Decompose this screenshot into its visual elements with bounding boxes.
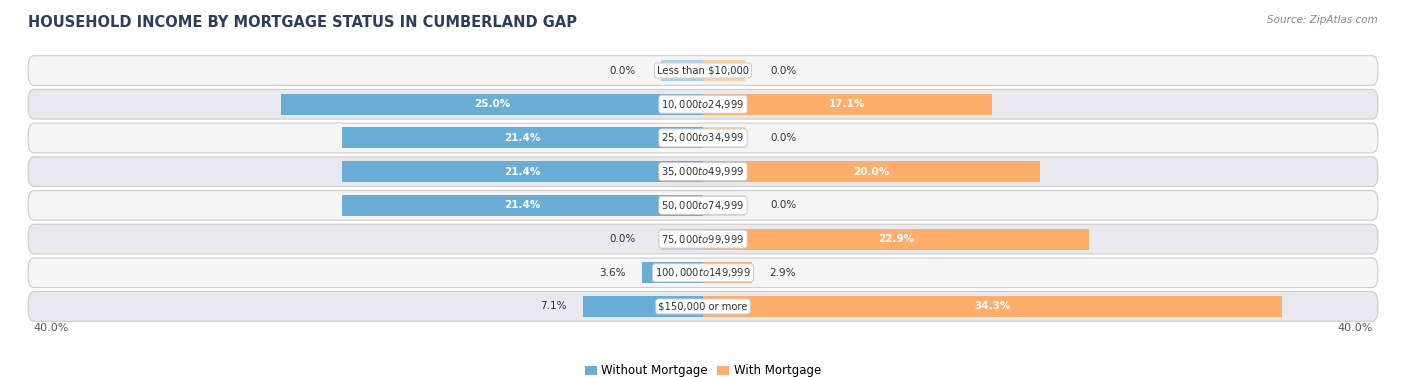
Text: 21.4%: 21.4% [505, 200, 541, 210]
Text: 21.4%: 21.4% [505, 167, 541, 177]
Legend: Without Mortgage, With Mortgage: Without Mortgage, With Mortgage [585, 365, 821, 377]
Text: $35,000 to $49,999: $35,000 to $49,999 [661, 165, 745, 178]
Text: 21.4%: 21.4% [505, 133, 541, 143]
FancyBboxPatch shape [28, 190, 1378, 220]
FancyBboxPatch shape [28, 224, 1378, 254]
Text: $100,000 to $149,999: $100,000 to $149,999 [655, 266, 751, 279]
Bar [703, 94, 991, 115]
Bar [342, 127, 703, 149]
Text: 0.0%: 0.0% [609, 66, 636, 75]
FancyBboxPatch shape [28, 292, 1378, 321]
FancyBboxPatch shape [28, 123, 1378, 153]
Text: HOUSEHOLD INCOME BY MORTGAGE STATUS IN CUMBERLAND GAP: HOUSEHOLD INCOME BY MORTGAGE STATUS IN C… [28, 15, 576, 30]
Bar [703, 296, 1282, 317]
Bar [583, 296, 703, 317]
Text: $75,000 to $99,999: $75,000 to $99,999 [661, 233, 745, 245]
Text: 34.3%: 34.3% [974, 302, 1011, 311]
Text: Source: ZipAtlas.com: Source: ZipAtlas.com [1267, 15, 1378, 25]
Bar [703, 262, 752, 283]
Text: 3.6%: 3.6% [599, 268, 626, 278]
FancyBboxPatch shape [28, 89, 1378, 119]
Text: 25.0%: 25.0% [474, 99, 510, 109]
Text: Less than $10,000: Less than $10,000 [657, 66, 749, 75]
FancyBboxPatch shape [28, 157, 1378, 187]
Bar [703, 127, 745, 149]
Bar [703, 195, 745, 216]
Bar [342, 195, 703, 216]
FancyBboxPatch shape [28, 258, 1378, 288]
Text: $10,000 to $24,999: $10,000 to $24,999 [661, 98, 745, 111]
Text: 20.0%: 20.0% [853, 167, 890, 177]
Text: 22.9%: 22.9% [879, 234, 914, 244]
FancyBboxPatch shape [28, 56, 1378, 85]
Text: $150,000 or more: $150,000 or more [658, 302, 748, 311]
Bar [342, 161, 703, 182]
Text: 17.1%: 17.1% [830, 99, 866, 109]
Text: 40.0%: 40.0% [34, 323, 69, 333]
Text: $50,000 to $74,999: $50,000 to $74,999 [661, 199, 745, 212]
Text: 0.0%: 0.0% [609, 234, 636, 244]
Text: 7.1%: 7.1% [540, 302, 567, 311]
Bar [703, 60, 745, 81]
Text: 0.0%: 0.0% [770, 66, 797, 75]
Text: $25,000 to $34,999: $25,000 to $34,999 [661, 132, 745, 144]
Bar [643, 262, 703, 283]
Text: 0.0%: 0.0% [770, 133, 797, 143]
Bar [661, 228, 703, 250]
Bar [703, 161, 1040, 182]
Bar [281, 94, 703, 115]
Text: 0.0%: 0.0% [770, 200, 797, 210]
Bar [661, 60, 703, 81]
Text: 2.9%: 2.9% [769, 268, 796, 278]
Bar [703, 228, 1090, 250]
Text: 40.0%: 40.0% [1337, 323, 1372, 333]
